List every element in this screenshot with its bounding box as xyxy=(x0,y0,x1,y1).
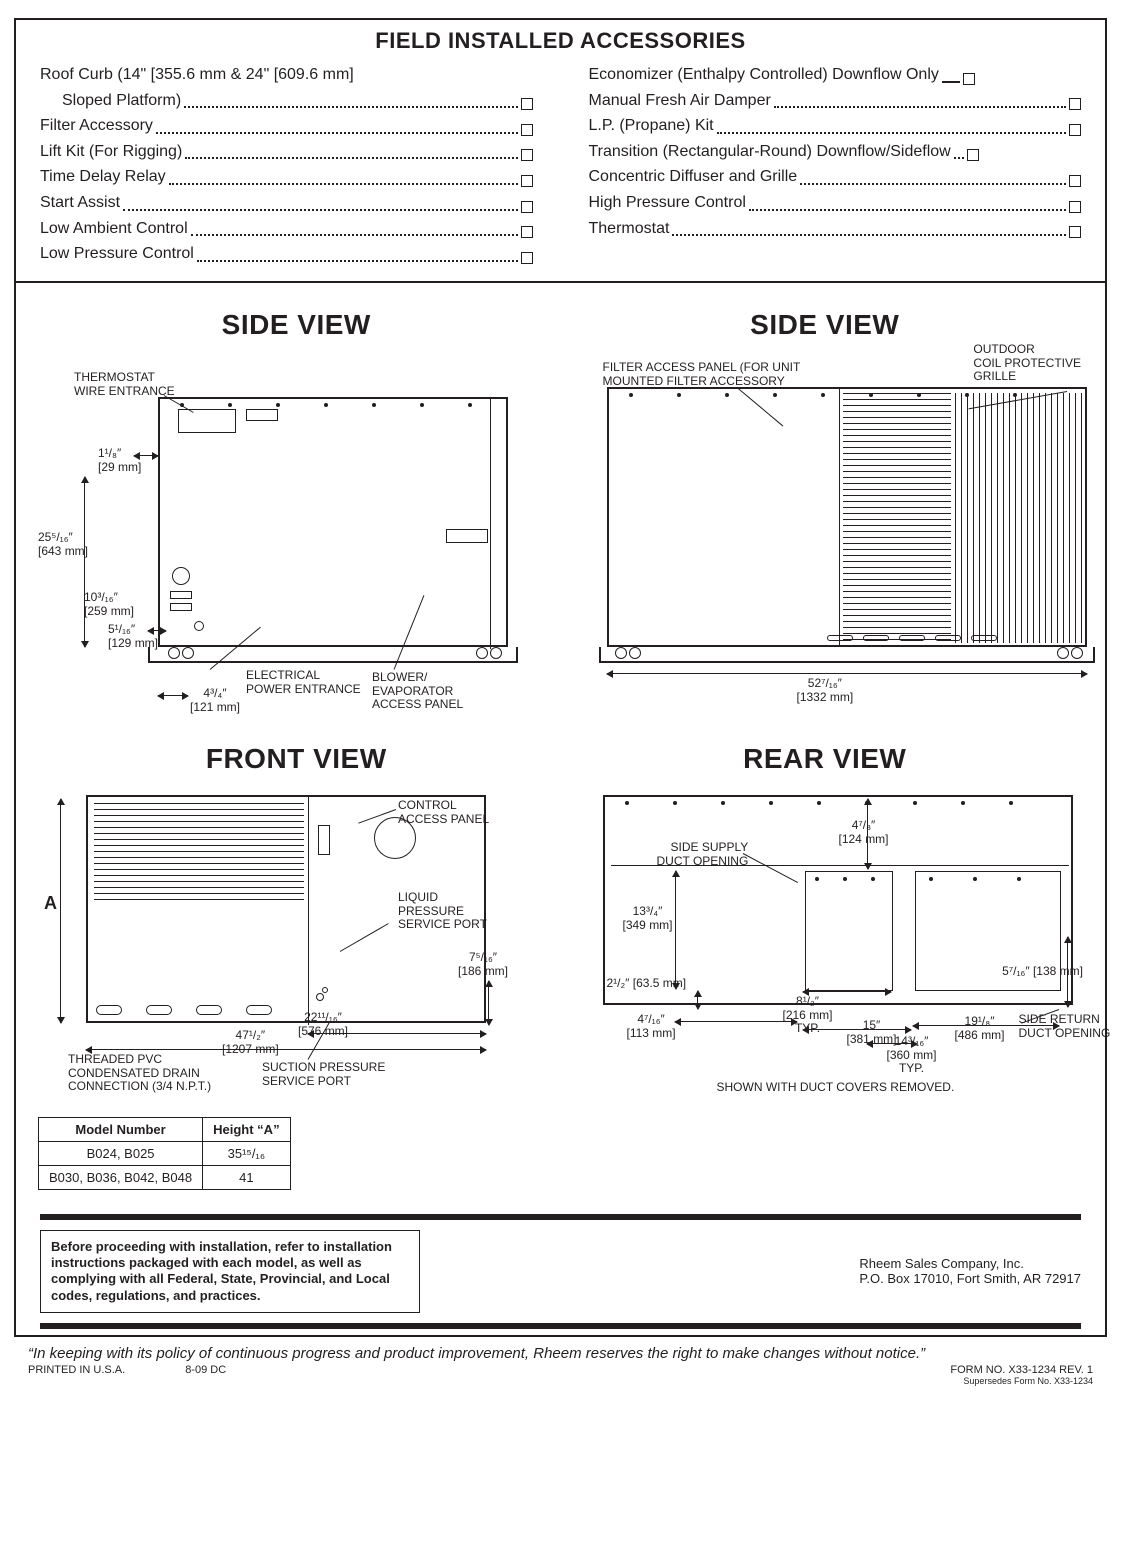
view-title-side-1: SIDE VIEW xyxy=(38,309,555,341)
accessory-item: Concentric Diffuser and Grille xyxy=(589,164,1082,190)
thermostat-wire-label: THERMOSTAT WIRE ENTRANCE xyxy=(74,371,175,399)
checkbox-icon[interactable] xyxy=(521,98,533,110)
accessory-columns: Roof Curb (14" [355.6 mm & 24" [609.6 mm… xyxy=(40,62,1081,267)
filter-access-label: FILTER ACCESS PANEL (FOR UNIT MOUNTED FI… xyxy=(603,361,801,389)
liquid-port-label: LIQUID PRESSURE SERVICE PORT xyxy=(398,891,487,932)
disclaimer-text: “In keeping with its policy of continuou… xyxy=(28,1345,1093,1362)
suction-port-label: SUCTION PRESSURE SERVICE PORT xyxy=(262,1061,385,1089)
accessory-col-1: Roof Curb (14" [355.6 mm & 24" [609.6 mm… xyxy=(40,62,533,267)
view-title-side-2: SIDE VIEW xyxy=(567,309,1084,341)
dim-4-7-8: 4⁷/₈″ [124 mm] xyxy=(839,819,889,847)
checkbox-icon[interactable] xyxy=(967,149,979,161)
dim-47-1-2: 47¹/₂″ [1207 mm] xyxy=(222,1029,279,1057)
print-date: 8-09 DC xyxy=(185,1364,226,1376)
dim-7-5-16: 7⁵/₁₆″ [186 mm] xyxy=(458,951,508,979)
accessory-item: Roof Curb (14" [355.6 mm & 24" [609.6 mm… xyxy=(40,62,533,88)
side-supply-label: SIDE SUPPLY DUCT OPENING xyxy=(657,841,749,869)
accessory-item: Start Assist xyxy=(40,190,533,216)
accessory-item: Time Delay Relay xyxy=(40,164,533,190)
dim-52-7-16: 52⁷/₁₆″ [1332 mm] xyxy=(797,677,854,705)
form-number: FORM NO. X33-1234 REV. 1 xyxy=(950,1364,1093,1376)
accessory-item: Thermostat xyxy=(589,216,1082,242)
note-bar: Before proceeding with installation, ref… xyxy=(40,1214,1081,1329)
dim-4-3-4: 4³/₄″ [121 mm] xyxy=(190,687,240,715)
view-title-front: FRONT VIEW xyxy=(38,743,555,775)
front-view-figure: A CONTROL ACCESS PANEL LIQUID PRESSURE S… xyxy=(38,781,555,1111)
printed-in-usa: PRINTED IN U.S.A. xyxy=(28,1364,125,1376)
rear-view-figure: SIDE SUPPLY DUCT OPENING 4⁷/₈″ [124 mm] … xyxy=(567,781,1084,1111)
checkbox-icon[interactable] xyxy=(1069,226,1081,238)
section-title: FIELD INSTALLED ACCESSORIES xyxy=(40,28,1081,54)
page-footer: “In keeping with its policy of continuou… xyxy=(0,1341,1121,1396)
checkbox-icon[interactable] xyxy=(963,73,975,85)
accessories-box: FIELD INSTALLED ACCESSORIES Roof Curb (1… xyxy=(16,20,1105,283)
checkbox-icon[interactable] xyxy=(1069,98,1081,110)
checkbox-icon[interactable] xyxy=(521,201,533,213)
page-border: FIELD INSTALLED ACCESSORIES Roof Curb (1… xyxy=(14,18,1107,1337)
accessory-item: High Pressure Control xyxy=(589,190,1082,216)
accessory-item: Transition (Rectangular-Round) Downflow/… xyxy=(589,139,1082,165)
model-height-table: Model NumberHeight “A” B024, B02535¹⁵/₁₆… xyxy=(38,1117,291,1190)
electrical-entrance-label: ELECTRICAL POWER ENTRANCE xyxy=(246,669,361,697)
checkbox-icon[interactable] xyxy=(1069,201,1081,213)
accessory-item: Filter Accessory xyxy=(40,113,533,139)
dim-4-7-16: 4⁷/₁₆″ [113 mm] xyxy=(627,1013,676,1041)
accessory-col-2: Economizer (Enthalpy Controlled) Downflo… xyxy=(589,62,1082,267)
company-address: Rheem Sales Company, Inc. P.O. Box 17010… xyxy=(859,1256,1081,1287)
dim-5-7-16: 5⁷/₁₆″ [138 mm] xyxy=(1002,965,1083,979)
accessory-item: Low Ambient Control xyxy=(40,216,533,242)
dim-10-3-16: 10³/₁₆″ [259 mm] xyxy=(84,591,134,619)
accessory-item: Economizer (Enthalpy Controlled) Downflo… xyxy=(589,62,1082,88)
accessory-item: Lift Kit (For Rigging) xyxy=(40,139,533,165)
height-a-label: A xyxy=(44,893,57,914)
figures-area: SIDE VIEW xyxy=(16,283,1105,1204)
supersedes-form: Supersedes Form No. X33-1234 xyxy=(950,1376,1093,1386)
accessory-item: L.P. (Propane) Kit xyxy=(589,113,1082,139)
side-return-label: SIDE RETURN DUCT OPENING xyxy=(1019,1013,1111,1041)
dim-19-1-8: 19¹/₈″ [486 mm] xyxy=(955,1015,1005,1043)
control-access-label: CONTROL ACCESS PANEL xyxy=(398,799,489,827)
height-a-dim xyxy=(60,799,61,1023)
checkbox-icon[interactable] xyxy=(521,226,533,238)
duct-covers-note: SHOWN WITH DUCT COVERS REMOVED. xyxy=(717,1081,955,1095)
outdoor-grille-label: OUTDOOR COIL PROTECTIVE GRILLE xyxy=(973,343,1081,384)
checkbox-icon[interactable] xyxy=(521,149,533,161)
accessory-item: Sloped Platform) xyxy=(40,88,533,114)
accessory-item: Manual Fresh Air Damper xyxy=(589,88,1082,114)
checkbox-icon[interactable] xyxy=(1069,175,1081,187)
side-view-1-figure: THERMOSTAT WIRE ENTRANCE 1¹/₈″ [29 mm] 2… xyxy=(38,347,555,717)
checkbox-icon[interactable] xyxy=(521,175,533,187)
dim-13-3-4: 13³/₄″ [349 mm] xyxy=(623,905,673,933)
dim-2-1-2: 2¹/₂″ [63.5 mm] xyxy=(607,977,687,991)
dim-25-5-16: 25⁵/₁₆″ [643 mm] xyxy=(38,531,88,559)
checkbox-icon[interactable] xyxy=(521,252,533,264)
side-view-2-figure: FILTER ACCESS PANEL (FOR UNIT MOUNTED FI… xyxy=(567,347,1084,717)
blower-evaporator-label: BLOWER/ EVAPORATOR ACCESS PANEL xyxy=(372,671,463,712)
drain-label: THREADED PVC CONDENSATED DRAIN CONNECTIO… xyxy=(68,1053,211,1094)
checkbox-icon[interactable] xyxy=(1069,124,1081,136)
installation-note-box: Before proceeding with installation, ref… xyxy=(40,1230,420,1313)
view-title-rear: REAR VIEW xyxy=(567,743,1084,775)
accessory-item: Low Pressure Control xyxy=(40,241,533,267)
checkbox-icon[interactable] xyxy=(521,124,533,136)
